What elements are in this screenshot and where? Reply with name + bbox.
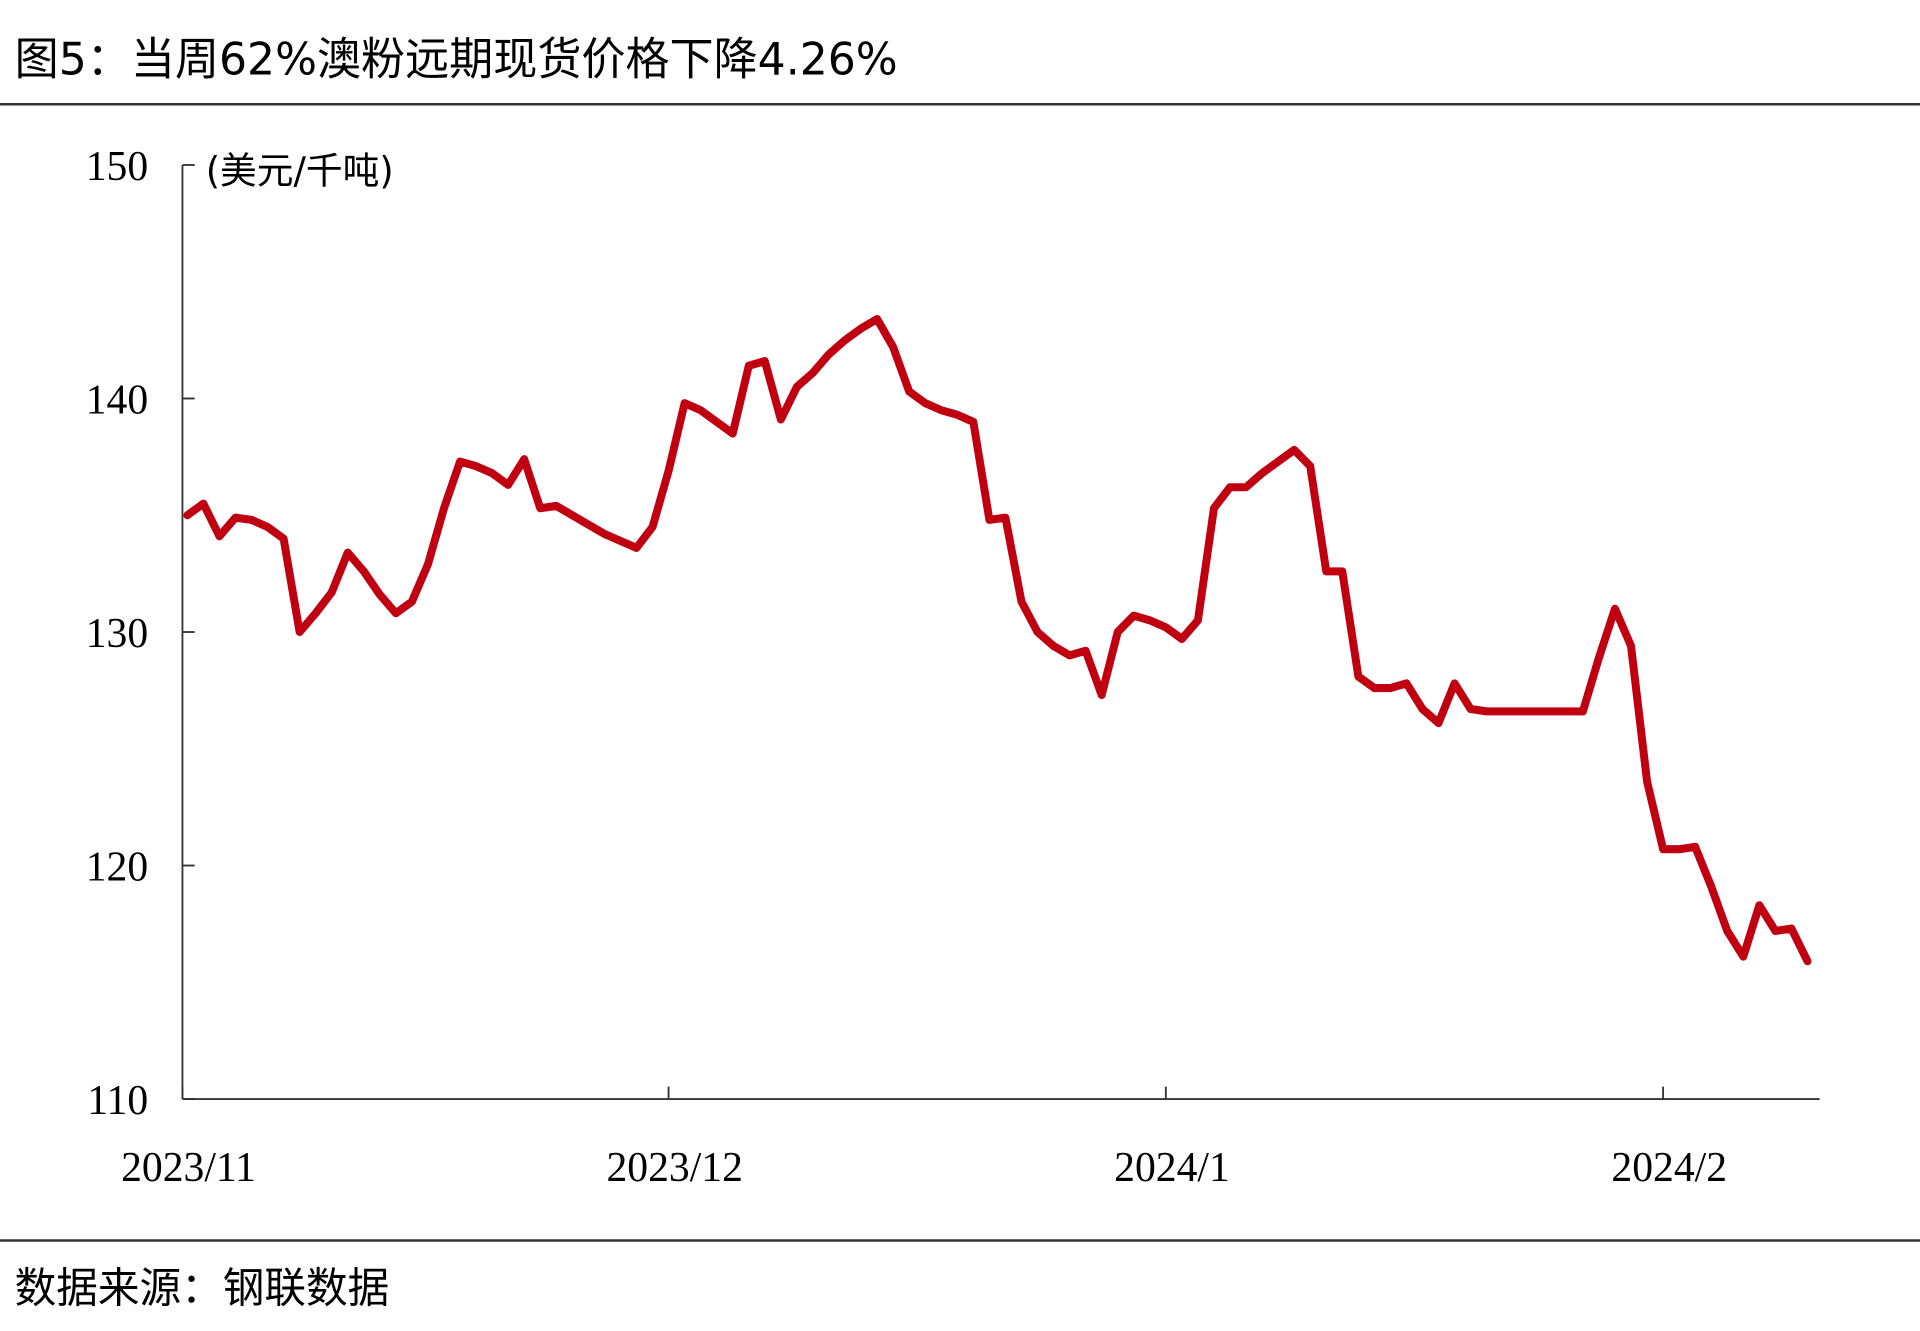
y-tick-label: 140 — [86, 377, 148, 423]
chart-title: 图5：当周62%澳粉远期现货价格下降4.26% — [15, 34, 898, 85]
y-tick-label: 150 — [86, 144, 148, 190]
y-tick-label: 110 — [87, 1078, 148, 1124]
x-tick-label: 2024/2 — [1611, 1145, 1727, 1191]
y-tick-label: 130 — [86, 611, 148, 657]
y-tick-label: 120 — [86, 844, 148, 890]
source-note: 数据来源：钢联数据 — [15, 1263, 390, 1312]
x-tick-label: 2024/1 — [1114, 1145, 1230, 1191]
x-tick-label: 2023/11 — [121, 1145, 256, 1191]
x-tick-label: 2023/12 — [606, 1145, 742, 1191]
price-line — [183, 315, 1812, 966]
y-axis-unit: (美元/千吨) — [206, 149, 394, 192]
